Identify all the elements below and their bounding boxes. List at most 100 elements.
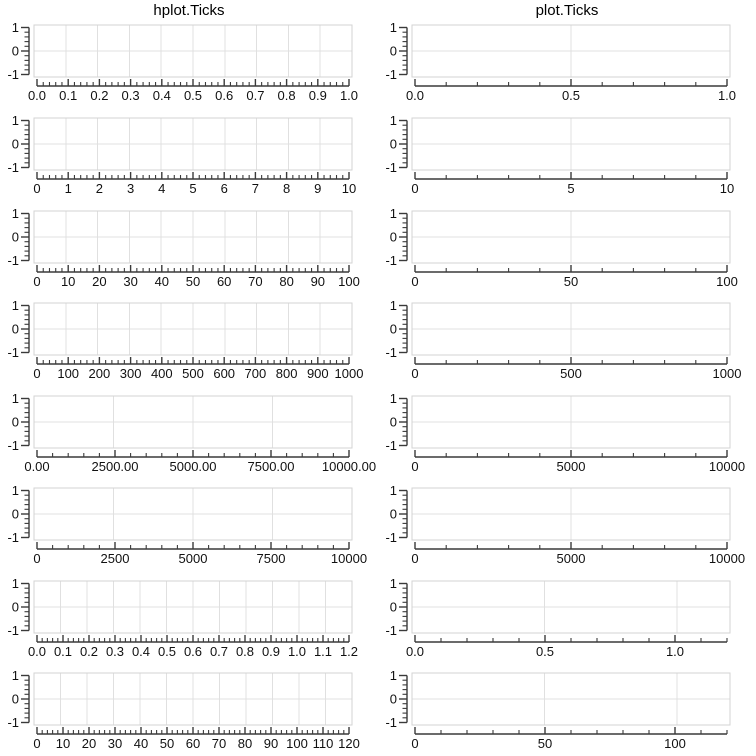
svg-text:1: 1 xyxy=(390,298,397,313)
y-axis: 1 0 -1 xyxy=(7,20,30,82)
svg-text:1.1: 1.1 xyxy=(314,644,332,659)
svg-text:100: 100 xyxy=(716,274,738,289)
x-axis: 0 500 1000 xyxy=(411,357,741,381)
plot-hplot-row-8: 10-10 10 20 30 40 50 60 70 80 90 100 110 120 xyxy=(7,668,359,751)
svg-text:10: 10 xyxy=(56,736,70,751)
plot-hplot-row-3: 10-10 10 20 30 40 50 60 70 80 90 100 xyxy=(7,206,360,289)
svg-text:70: 70 xyxy=(212,736,226,751)
x-axis: 0 5000 10000 xyxy=(411,542,745,566)
gridlines xyxy=(411,487,731,541)
svg-text:5: 5 xyxy=(567,181,574,196)
svg-text:100: 100 xyxy=(57,366,79,381)
svg-text:1: 1 xyxy=(390,391,397,406)
svg-text:0.5: 0.5 xyxy=(158,644,176,659)
svg-text:500: 500 xyxy=(560,366,582,381)
plot-plot-row-3: 1 0 -1 0 50 100 xyxy=(385,206,738,289)
svg-text:0.6: 0.6 xyxy=(184,644,202,659)
x-axis: 0.0 0.5 1.0 xyxy=(406,79,736,103)
plot-area xyxy=(411,580,731,633)
y-axis: 1 0 -1 xyxy=(7,206,30,268)
gridlines xyxy=(33,117,353,171)
gridlines xyxy=(411,117,731,171)
svg-text:-1: -1 xyxy=(385,345,397,360)
svg-text:100: 100 xyxy=(664,736,686,751)
svg-text:0.4: 0.4 xyxy=(132,644,150,659)
svg-text:1.0: 1.0 xyxy=(718,88,736,103)
svg-text:0.4: 0.4 xyxy=(153,88,171,103)
svg-text:90: 90 xyxy=(264,736,278,751)
y-axis: 1 0 -1 xyxy=(385,668,408,730)
gridlines xyxy=(33,395,353,448)
svg-text:1.0: 1.0 xyxy=(288,644,306,659)
svg-text:1: 1 xyxy=(390,576,397,591)
svg-text:100: 100 xyxy=(286,736,308,751)
svg-text:0.7: 0.7 xyxy=(246,88,264,103)
svg-text:0.2: 0.2 xyxy=(80,644,98,659)
svg-text:0: 0 xyxy=(390,692,397,707)
svg-text:0: 0 xyxy=(12,137,19,152)
svg-text:0: 0 xyxy=(411,366,418,381)
svg-text:10000.00: 10000.00 xyxy=(322,459,376,474)
x-axis: 0 50 100 xyxy=(411,727,728,751)
svg-text:80: 80 xyxy=(279,274,293,289)
x-axis: 0.0 0.1 0.2 0.3 0.4 0.5 0.6 0.7 0.8 0.9 1.0 xyxy=(28,79,358,103)
svg-text:1.2: 1.2 xyxy=(340,644,358,659)
svg-text:0: 0 xyxy=(12,229,19,244)
svg-text:800: 800 xyxy=(276,366,298,381)
svg-text:100: 100 xyxy=(338,274,360,289)
svg-text:-1: -1 xyxy=(385,160,397,175)
svg-text:40: 40 xyxy=(134,736,148,751)
svg-text:8: 8 xyxy=(283,181,290,196)
y-axis: 1 0 -1 xyxy=(385,206,408,268)
svg-text:70: 70 xyxy=(248,274,262,289)
svg-text:30: 30 xyxy=(123,274,137,289)
svg-text:1: 1 xyxy=(390,206,397,221)
gridlines xyxy=(33,672,353,726)
left-column-title: hplot.Ticks xyxy=(153,2,225,19)
svg-text:-1: -1 xyxy=(7,253,19,268)
plot-hplot-row-2: 10-10 1 2 3 4 5 6 7 8 9 10 xyxy=(7,113,356,196)
gridlines xyxy=(411,24,731,78)
svg-text:0: 0 xyxy=(12,322,19,337)
svg-text:0: 0 xyxy=(390,44,397,59)
y-axis: 1 0 -1 xyxy=(7,576,30,638)
svg-text:60: 60 xyxy=(186,736,200,751)
plot-area xyxy=(33,210,353,263)
x-axis: 0 5 10 xyxy=(411,172,734,196)
svg-text:20: 20 xyxy=(82,736,96,751)
svg-text:400: 400 xyxy=(151,366,173,381)
svg-text:1: 1 xyxy=(12,20,19,35)
svg-text:-1: -1 xyxy=(385,715,397,730)
svg-text:50: 50 xyxy=(186,274,200,289)
x-axis: 0 5000 10000 xyxy=(411,449,745,474)
plot-plot-row-1: 1 0 -1 0.0 0.5 1.0 xyxy=(385,20,736,103)
svg-text:10000: 10000 xyxy=(709,551,745,566)
plot-area xyxy=(33,580,353,633)
gridlines xyxy=(411,302,731,356)
svg-text:1: 1 xyxy=(12,576,19,591)
svg-text:1: 1 xyxy=(390,20,397,35)
svg-text:500: 500 xyxy=(182,366,204,381)
svg-text:1000: 1000 xyxy=(713,366,742,381)
right-column-title: plot.Ticks xyxy=(535,2,599,19)
svg-text:4: 4 xyxy=(158,181,165,196)
svg-text:10: 10 xyxy=(61,274,75,289)
svg-text:0: 0 xyxy=(390,229,397,244)
svg-text:1.0: 1.0 xyxy=(666,644,684,659)
svg-text:50: 50 xyxy=(564,274,578,289)
gridlines xyxy=(411,395,731,448)
svg-text:0: 0 xyxy=(12,599,19,614)
svg-text:90: 90 xyxy=(311,274,325,289)
svg-text:-1: -1 xyxy=(385,623,397,638)
x-axis: 0 50 100 xyxy=(411,264,738,289)
svg-text:9: 9 xyxy=(314,181,321,196)
svg-text:-1: -1 xyxy=(7,438,19,453)
x-axis: 0 1 2 3 4 5 6 7 8 9 10 xyxy=(33,172,356,196)
svg-text:1: 1 xyxy=(12,483,19,498)
y-axis: 1 0 -1 xyxy=(385,113,408,175)
svg-text:200: 200 xyxy=(89,366,111,381)
y-axis: 1 0 -1 xyxy=(7,298,30,360)
x-axis: 0.0 0.5 1.0 xyxy=(406,634,728,659)
svg-text:0.0: 0.0 xyxy=(28,644,46,659)
svg-text:0: 0 xyxy=(411,551,418,566)
